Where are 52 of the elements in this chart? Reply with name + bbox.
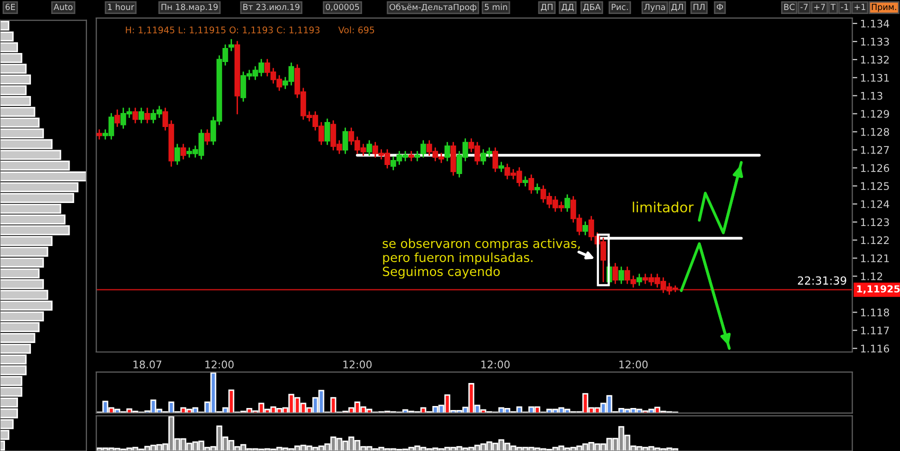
y-tick-label: 1.134	[861, 20, 890, 28]
x-tick-label: 18.07	[134, 360, 162, 368]
text: ВС	[784, 4, 795, 10]
text: T	[830, 4, 836, 10]
text: Прим.	[872, 4, 896, 12]
y-tick-label: 1.122	[861, 236, 889, 244]
text: -1	[840, 4, 848, 10]
text: Пн 18.мар.19	[162, 4, 218, 12]
text: ДБА	[583, 4, 601, 12]
text: Объём-ДельтаПроф	[390, 4, 476, 12]
x-tick-label: 12:00	[481, 360, 510, 368]
text: 0,00005	[326, 4, 359, 11]
y-tick-label: 1.124	[861, 200, 890, 208]
text: Auto	[54, 4, 72, 10]
y-tick-label: 1.117	[861, 326, 889, 334]
text: 1 hour	[108, 4, 134, 10]
ref-line-label: 1,11925	[857, 285, 900, 294]
y-tick-label: 1.13	[861, 92, 882, 100]
text: ПЛ	[694, 4, 704, 10]
annotation: se observaron compras activas, pero fueron impulsadas. Seguimos cayendo	[382, 238, 580, 279]
text: -7	[800, 4, 808, 10]
text: ДД	[562, 4, 574, 12]
y-tick-label: 1.127	[861, 146, 889, 154]
y-tick-label: 1.12	[861, 272, 882, 280]
text: Вт 23.июл.19	[243, 4, 300, 10]
y-tick-label: 1.132	[861, 56, 889, 64]
text: 6E	[6, 4, 16, 10]
text: Лупа	[644, 4, 665, 12]
text: Рис.	[612, 4, 628, 10]
y-tick-label: 1.116	[861, 344, 890, 352]
x-tick-label: 12:00	[343, 360, 372, 368]
y-tick-label: 1.133	[861, 38, 889, 46]
x-tick-label: 12:00	[205, 360, 234, 368]
y-tick-label: 1.128	[861, 128, 890, 136]
annotation: limitador	[632, 202, 694, 212]
y-tick-label: 1.131	[861, 74, 889, 82]
y-tick-label: 1.123	[861, 218, 889, 226]
annotation: H: 1,11945 L: 1,11915 O: 1,1193 C: 1,1193	[126, 26, 320, 34]
y-tick-label: 1.118	[861, 308, 890, 316]
y-tick-label: 1.129	[861, 110, 890, 118]
annotation: 22:31:39	[798, 276, 846, 285]
text: ДП	[540, 4, 552, 12]
x-tick-label: 12:00	[619, 360, 648, 368]
annotation: Vol: 695	[338, 26, 374, 34]
y-tick-label: 1.125	[861, 182, 889, 190]
text: +1	[854, 4, 866, 10]
y-tick-label: 1.121	[861, 254, 889, 262]
text: +7	[814, 4, 825, 10]
text: 5 min	[484, 4, 508, 10]
y-tick-label: 1.126	[861, 164, 890, 172]
text: ДЛ	[671, 4, 683, 12]
text: Ф	[716, 4, 723, 10]
